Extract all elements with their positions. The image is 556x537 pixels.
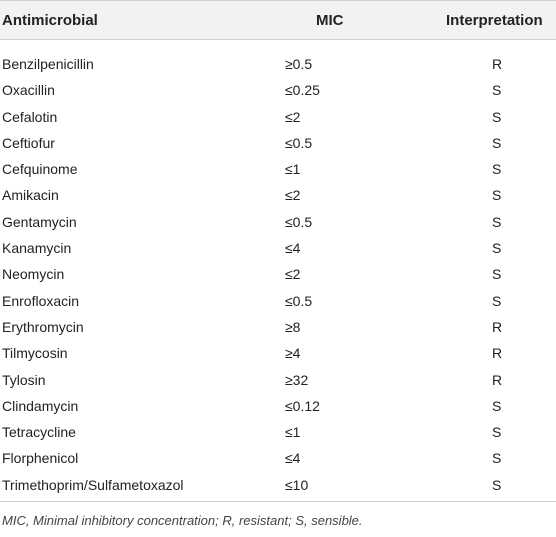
table-row: Amikacin ≤2 S (0, 184, 556, 210)
cell-antimicrobial: Neomycin (2, 266, 65, 283)
header-interpretation: Interpretation (446, 12, 543, 29)
cell-mic: ≥32 (285, 371, 309, 388)
cell-antimicrobial: Tilmycosin (2, 345, 68, 362)
header-antimicrobial: Antimicrobial (2, 12, 98, 29)
header-mic: MIC (316, 12, 344, 29)
cell-antimicrobial: Clindamycin (2, 397, 79, 414)
cell-mic: ≤10 (285, 476, 309, 493)
cell-antimicrobial: Cefquinome (2, 161, 78, 178)
cell-mic: ≤4 (285, 240, 301, 257)
table-row: Tylosin ≥32 R (0, 369, 556, 395)
cell-mic: ≥8 (285, 318, 301, 335)
cell-antimicrobial: Amikacin (2, 187, 59, 204)
cell-interpretation: S (492, 266, 502, 283)
table-row: Gentamycin ≤0.5 S (0, 211, 556, 237)
table-row: Clindamycin ≤0.12 S (0, 395, 556, 421)
cell-interpretation: S (492, 397, 502, 414)
cell-mic: ≤0.5 (285, 292, 313, 309)
table-row: Cefquinome ≤1 S (0, 158, 556, 184)
table-bottom-divider (0, 501, 556, 502)
cell-antimicrobial: Kanamycin (2, 240, 72, 257)
table-row: Benzilpenicillin ≥0.5 R (0, 53, 556, 79)
table-row: Neomycin ≤2 S (0, 263, 556, 289)
table-row: Tetracycline ≤1 S (0, 421, 556, 447)
table-header: Antimicrobial MIC Interpretation (0, 0, 556, 40)
cell-antimicrobial: Tylosin (2, 371, 46, 388)
cell-antimicrobial: Tetracycline (2, 424, 76, 441)
cell-mic: ≤0.12 (285, 397, 320, 414)
table-row: Florphenicol ≤4 S (0, 447, 556, 473)
cell-mic: ≤2 (285, 266, 301, 283)
cell-antimicrobial: Erythromycin (2, 318, 84, 335)
cell-antimicrobial: Ceftiofur (2, 134, 55, 151)
cell-mic: ≤4 (285, 450, 301, 467)
cell-mic: ≤2 (285, 187, 301, 204)
cell-interpretation: S (492, 213, 502, 230)
cell-antimicrobial: Florphenicol (2, 450, 79, 467)
cell-antimicrobial: Enrofloxacin (2, 292, 80, 309)
cell-mic: ≤0.5 (285, 213, 313, 230)
cell-mic: ≤0.5 (285, 134, 313, 151)
cell-interpretation: S (492, 424, 502, 441)
cell-mic: ≤1 (285, 424, 301, 441)
cell-antimicrobial: Gentamycin (2, 213, 77, 230)
cell-interpretation: R (492, 345, 503, 362)
table-row: Enrofloxacin ≤0.5 S (0, 290, 556, 316)
table-row: Kanamycin ≤4 S (0, 237, 556, 263)
cell-interpretation: S (492, 82, 502, 99)
cell-antimicrobial: Benzilpenicillin (2, 56, 94, 72)
cell-antimicrobial: Trimethoprim/Sulfametoxazol (2, 476, 184, 493)
table-row: Cefalotin ≤2 S (0, 106, 556, 132)
cell-mic: ≤0.25 (285, 82, 320, 99)
cell-interpretation: S (492, 108, 502, 125)
cell-mic: ≤1 (285, 161, 301, 178)
cell-interpretation: S (492, 240, 502, 257)
cell-interpretation: S (492, 292, 502, 309)
table-row: Trimethoprim/Sulfametoxazol ≤10 S (0, 474, 556, 500)
cell-interpretation: S (492, 134, 502, 151)
cell-interpretation: R (492, 371, 503, 388)
table-row: Erythromycin ≥8 R (0, 316, 556, 342)
cell-interpretation: R (492, 56, 503, 72)
cell-interpretation: S (492, 187, 502, 204)
table-row: Ceftiofur ≤0.5 S (0, 132, 556, 158)
table-footnote: MIC, Minimal inhibitory concentration; R… (2, 513, 363, 528)
table-row: Oxacillin ≤0.25 S (0, 79, 556, 105)
cell-interpretation: R (492, 318, 503, 335)
cell-interpretation: S (492, 450, 502, 467)
cell-mic: ≤2 (285, 108, 301, 125)
cell-antimicrobial: Oxacillin (2, 82, 55, 99)
table-row: Tilmycosin ≥4 R (0, 342, 556, 368)
cell-interpretation: S (492, 161, 502, 178)
cell-mic: ≥4 (285, 345, 301, 362)
cell-antimicrobial: Cefalotin (2, 108, 58, 125)
cell-interpretation: S (492, 476, 502, 493)
cell-mic: ≥0.5 (285, 56, 313, 72)
table-body: Benzilpenicillin ≥0.5 R Oxacillin ≤0.25 … (0, 53, 556, 500)
